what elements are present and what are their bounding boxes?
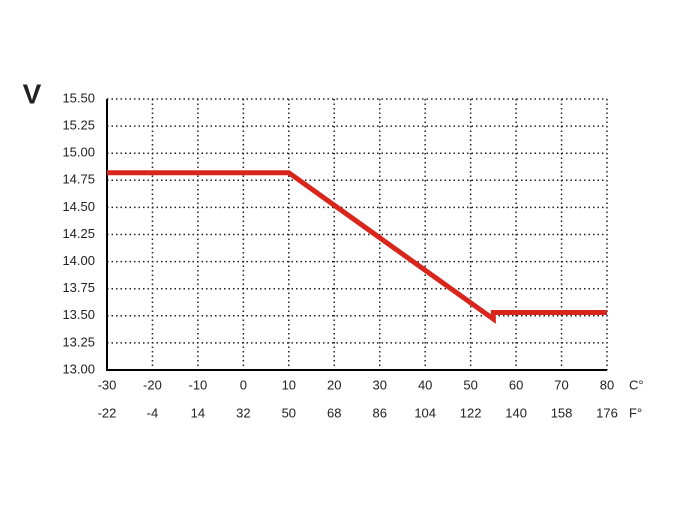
x-tick-label: -30 bbox=[98, 377, 117, 392]
x2-tick-label: 176 bbox=[596, 405, 618, 420]
x-tick-label: 30 bbox=[372, 377, 386, 392]
data-line bbox=[107, 170, 607, 324]
y-tick-label: 13.50 bbox=[62, 307, 95, 322]
y-tick-label: 15.25 bbox=[62, 118, 95, 133]
x-tick-label: -10 bbox=[189, 377, 208, 392]
y-tick-label: 13.75 bbox=[62, 280, 95, 295]
x2-tick-label: 32 bbox=[236, 405, 250, 420]
x-tick-label: 10 bbox=[282, 377, 296, 392]
x-tick-label: 80 bbox=[600, 377, 614, 392]
x2-tick-label: -22 bbox=[98, 405, 117, 420]
x-tick-label: 50 bbox=[463, 377, 477, 392]
x2-tick-label: -4 bbox=[147, 405, 159, 420]
x-tick-label: 40 bbox=[418, 377, 432, 392]
x2-tick-label: 104 bbox=[414, 405, 436, 420]
y-tick-label: 14.00 bbox=[62, 253, 95, 268]
x2-unit: F° bbox=[629, 405, 642, 420]
y-tick-label: 15.00 bbox=[62, 145, 95, 160]
x-tick-label: 60 bbox=[509, 377, 523, 392]
x-tick-label: 0 bbox=[240, 377, 247, 392]
y-tick-label: 14.75 bbox=[62, 172, 95, 187]
x2-tick-label: 140 bbox=[505, 405, 527, 420]
y-tick-label: 14.50 bbox=[62, 199, 95, 214]
x2-tick-label: 68 bbox=[327, 405, 341, 420]
x2-tick-label: 14 bbox=[191, 405, 205, 420]
x2-tick-label: 50 bbox=[282, 405, 296, 420]
y-tick-label: 15.50 bbox=[62, 90, 95, 105]
x-tick-label: -20 bbox=[143, 377, 162, 392]
x2-tick-label: 158 bbox=[551, 405, 573, 420]
x-tick-label: 20 bbox=[327, 377, 341, 392]
y-axis-label: V bbox=[23, 78, 42, 109]
x-tick-label: 70 bbox=[554, 377, 568, 392]
y-tick-label: 13.25 bbox=[62, 334, 95, 349]
x2-tick-label: 122 bbox=[460, 405, 482, 420]
y-tick-label: 13.00 bbox=[62, 361, 95, 376]
x2-tick-label: 86 bbox=[372, 405, 386, 420]
x-unit: C° bbox=[629, 377, 644, 392]
y-tick-label: 14.25 bbox=[62, 226, 95, 241]
